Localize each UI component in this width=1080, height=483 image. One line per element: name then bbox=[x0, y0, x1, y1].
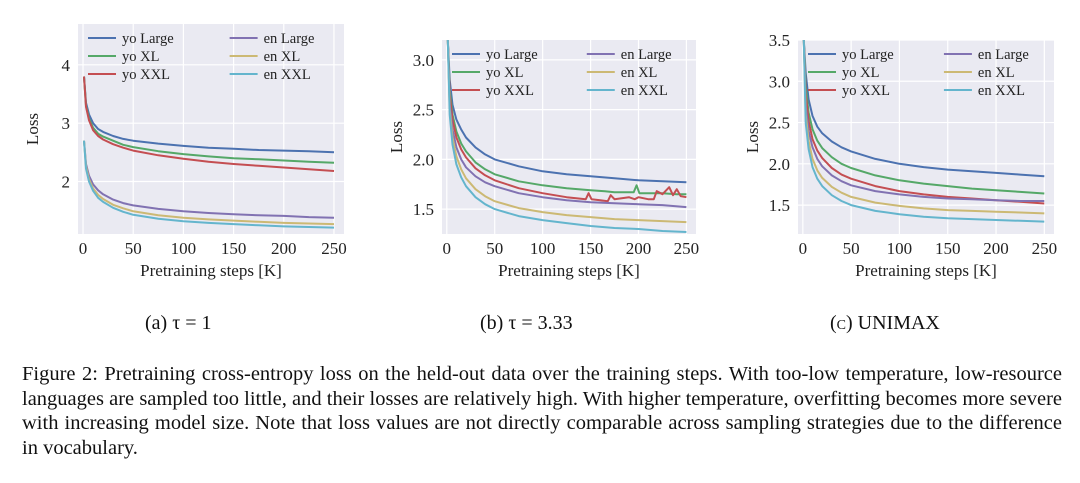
legend-label-en-xl: en XL bbox=[264, 49, 301, 65]
plot-area bbox=[78, 24, 344, 234]
x-tick-label: 50 bbox=[125, 239, 142, 258]
legend-label-yo-xxl: yo XXL bbox=[842, 83, 890, 99]
series-line-en-large bbox=[802, 39, 1045, 202]
y-axis-label: Loss bbox=[743, 121, 762, 153]
plot-area bbox=[442, 40, 696, 234]
caption-text: Pretraining cross-entropy loss on the he… bbox=[22, 363, 1062, 459]
subcaption-b: (b) τ = 3.33 bbox=[480, 312, 573, 334]
y-tick-label: 2.5 bbox=[769, 114, 790, 133]
series-line-en-large bbox=[83, 140, 335, 219]
legend-label-en-xl: en XL bbox=[621, 65, 658, 81]
series-line-yo-large bbox=[802, 39, 1045, 178]
legend-label-en-xxl: en XXL bbox=[978, 83, 1025, 99]
y-tick-label: 4 bbox=[62, 56, 71, 75]
legend-label-yo-xxl: yo XXL bbox=[486, 83, 534, 99]
x-tick-label: 200 bbox=[271, 239, 297, 258]
legend-label-yo-large: yo Large bbox=[122, 31, 174, 47]
y-axis-label: Loss bbox=[23, 113, 42, 145]
x-axis-label: Pretraining steps [K] bbox=[498, 261, 640, 280]
chart-tau-1: 0 50 100 150 200 250 2 3 4 Pretraining steps [K] L… bbox=[23, 24, 347, 280]
series-line-en-xxl bbox=[802, 39, 1045, 223]
subcaption-a: (a) τ = 1 bbox=[145, 312, 212, 334]
series-line-en-xxl bbox=[446, 39, 687, 233]
y-tick-label: 3.0 bbox=[769, 72, 790, 91]
x-tick-label: 150 bbox=[221, 239, 247, 258]
x-tick-label: 0 bbox=[443, 239, 452, 258]
x-tick-label: 50 bbox=[486, 239, 503, 258]
series-line-yo-large bbox=[83, 76, 335, 154]
x-axis-label: Pretraining steps [K] bbox=[855, 261, 997, 280]
y-tick-label: 3.0 bbox=[413, 51, 434, 70]
legend-label-yo-xl: yo XL bbox=[842, 65, 879, 81]
x-tick-label: 0 bbox=[79, 239, 88, 258]
legend-label-en-large: en Large bbox=[264, 31, 315, 47]
x-tick-label: 150 bbox=[935, 239, 961, 258]
series-line-en-xl bbox=[802, 39, 1045, 215]
series-line-en-xxl bbox=[83, 140, 335, 229]
x-tick-label: 200 bbox=[626, 239, 652, 258]
legend-label-yo-xl: yo XL bbox=[122, 49, 159, 65]
y-tick-label: 2.0 bbox=[413, 150, 434, 169]
x-tick-label: 100 bbox=[530, 239, 556, 258]
legend-label-yo-large: yo Large bbox=[486, 47, 538, 63]
legend-label-en-xxl: en XXL bbox=[264, 67, 311, 83]
series-line-yo-xxl bbox=[446, 39, 687, 203]
subcaption-c: (c) UNIMAX bbox=[830, 312, 940, 334]
series-line-yo-xl bbox=[802, 39, 1045, 195]
x-tick-label: 100 bbox=[887, 239, 913, 258]
chart-tau-3-33: 0 50 100 150 200 250 1.5 2.0 2.5 3.0 Pretraining s… bbox=[387, 39, 700, 280]
y-tick-label: 3 bbox=[62, 114, 71, 133]
x-tick-label: 150 bbox=[578, 239, 604, 258]
y-axis-label: Loss bbox=[387, 121, 406, 153]
x-tick-label: 100 bbox=[171, 239, 197, 258]
y-tick-label: 2 bbox=[62, 173, 71, 192]
y-tick-label: 2.0 bbox=[769, 155, 790, 174]
legend-label-en-xxl: en XXL bbox=[621, 83, 668, 99]
y-tick-label: 1.5 bbox=[769, 196, 790, 215]
x-tick-label: 250 bbox=[321, 239, 347, 258]
legend-label-yo-xl: yo XL bbox=[486, 65, 523, 81]
x-tick-label: 250 bbox=[674, 239, 700, 258]
series-line-yo-xxl bbox=[83, 76, 335, 172]
series-line-en-xl bbox=[446, 39, 687, 224]
legend-label-en-large: en Large bbox=[978, 47, 1029, 63]
caption-label: Figure 2: bbox=[22, 363, 98, 385]
legend-label-en-large: en Large bbox=[621, 47, 672, 63]
series-line-yo-xl bbox=[446, 39, 687, 196]
series-line-en-large bbox=[446, 39, 687, 209]
figure: 0 50 100 150 200 250 2 3 4 Pretraining steps [K] L… bbox=[23, 24, 1058, 334]
figure-caption: Figure 2: Pretraining cross-entropy loss… bbox=[22, 362, 1062, 460]
y-tick-label: 3.5 bbox=[769, 31, 790, 50]
legend-label-en-xl: en XL bbox=[978, 65, 1015, 81]
legend-label-yo-xxl: yo XXL bbox=[122, 67, 170, 83]
x-tick-label: 0 bbox=[799, 239, 808, 258]
x-axis-label: Pretraining steps [K] bbox=[140, 261, 282, 280]
y-tick-label: 2.5 bbox=[413, 101, 434, 120]
chart-unimax: 0 50 100 150 200 250 1.5 2.0 2.5 3.0 3.5 Pretrainin… bbox=[743, 31, 1058, 280]
series-line-yo-large bbox=[446, 39, 687, 184]
x-tick-label: 50 bbox=[843, 239, 860, 258]
x-tick-label: 250 bbox=[1032, 239, 1058, 258]
x-tick-label: 200 bbox=[983, 239, 1009, 258]
legend-label-yo-large: yo Large bbox=[842, 47, 894, 63]
y-tick-label: 1.5 bbox=[413, 200, 434, 219]
